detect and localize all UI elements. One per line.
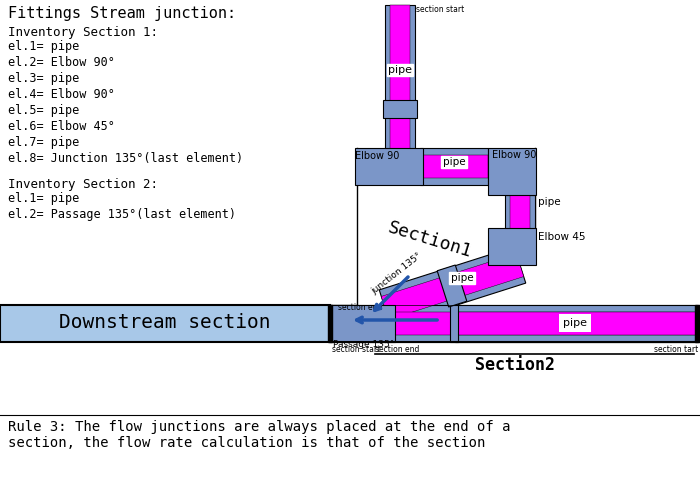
Text: Section2: Section2 xyxy=(475,356,555,374)
Bar xyxy=(510,195,530,230)
Bar xyxy=(505,195,535,230)
Text: pipe: pipe xyxy=(442,157,466,167)
Text: el.3= pipe: el.3= pipe xyxy=(8,72,79,85)
Text: pipe: pipe xyxy=(563,318,587,328)
Bar xyxy=(330,312,698,336)
Bar xyxy=(385,5,415,155)
Bar xyxy=(330,305,698,342)
Text: Passage 135°: Passage 135° xyxy=(333,340,394,349)
Bar xyxy=(420,154,488,178)
Text: el.7= pipe: el.7= pipe xyxy=(8,136,79,149)
Bar xyxy=(450,305,458,342)
Text: section tart: section tart xyxy=(654,345,698,354)
Text: Section1: Section1 xyxy=(386,218,474,262)
Text: el.8= Junction 135°(last element): el.8= Junction 135°(last element) xyxy=(8,152,243,165)
Text: el.6= Elbow 45°: el.6= Elbow 45° xyxy=(8,120,115,133)
Bar xyxy=(0,305,330,342)
Text: Fittings Stream junction:: Fittings Stream junction: xyxy=(8,6,236,21)
Bar xyxy=(391,5,409,155)
Text: junction 135°: junction 135° xyxy=(370,251,424,296)
Text: Inventory Section 1:: Inventory Section 1: xyxy=(8,26,158,39)
Polygon shape xyxy=(379,247,526,326)
Text: Rule 3: The flow junctions are always placed at the end of a
section, the flow r: Rule 3: The flow junctions are always pl… xyxy=(8,420,510,450)
Bar xyxy=(488,148,536,195)
Text: pipe: pipe xyxy=(388,65,412,75)
Text: el.2= Passage 135°(last element): el.2= Passage 135°(last element) xyxy=(8,208,236,221)
Bar xyxy=(455,312,698,336)
Text: el.1= pipe: el.1= pipe xyxy=(8,192,79,205)
Bar xyxy=(490,148,520,173)
Text: el.2= Elbow 90°: el.2= Elbow 90° xyxy=(8,56,115,69)
Text: pipe: pipe xyxy=(538,197,561,207)
Polygon shape xyxy=(382,254,524,320)
Bar xyxy=(420,148,488,185)
Bar xyxy=(328,305,332,342)
Bar xyxy=(488,228,536,265)
Text: el.4= Elbow 90°: el.4= Elbow 90° xyxy=(8,88,115,101)
Text: Inventory Section 2:: Inventory Section 2: xyxy=(8,178,158,191)
Bar xyxy=(383,100,417,118)
Text: el.1= pipe: el.1= pipe xyxy=(8,40,79,53)
Text: section start: section start xyxy=(332,345,380,354)
Text: Elbow 90: Elbow 90 xyxy=(355,151,400,161)
Bar xyxy=(455,305,698,342)
Text: section start: section start xyxy=(416,5,464,14)
Bar xyxy=(695,305,700,342)
Text: Downstream section: Downstream section xyxy=(60,314,271,332)
Bar xyxy=(355,148,423,185)
Text: section end: section end xyxy=(338,303,382,312)
Text: Elbow 90: Elbow 90 xyxy=(492,150,536,160)
Text: pipe: pipe xyxy=(451,273,473,283)
Bar xyxy=(505,228,533,250)
Text: el.5= pipe: el.5= pipe xyxy=(8,104,79,117)
Text: section end: section end xyxy=(375,345,419,354)
Bar xyxy=(333,307,373,329)
Polygon shape xyxy=(438,265,467,307)
Bar xyxy=(387,148,415,170)
Text: Elbow 45: Elbow 45 xyxy=(538,232,585,242)
Bar xyxy=(330,305,395,342)
